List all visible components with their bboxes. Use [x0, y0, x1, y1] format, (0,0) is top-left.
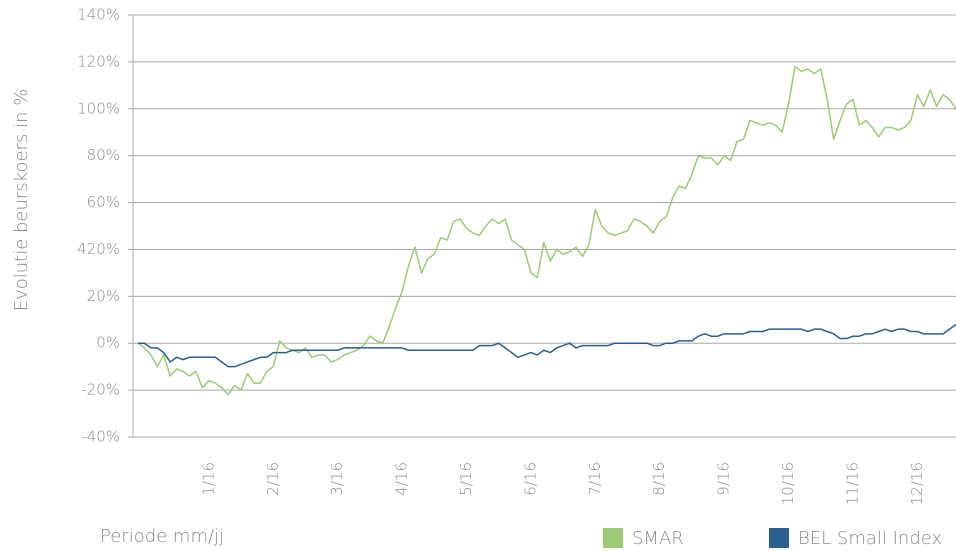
x-tick-label: 10/16: [779, 462, 797, 505]
x-tick-label: 4/16: [393, 462, 411, 496]
y-tick-label: 140%: [77, 6, 120, 24]
x-tick-label: 2/16: [264, 462, 282, 496]
x-tick-label: 9/16: [715, 462, 733, 496]
x-tick-label: 3/16: [328, 462, 346, 496]
y-tick-label: -40%: [81, 428, 120, 446]
x-tick-label: 1/16: [199, 462, 217, 496]
y-tick-label: -20%: [81, 381, 120, 399]
x-tick-label: 11/16: [843, 462, 861, 505]
y-tick-label: 100%: [77, 99, 120, 117]
x-tick-label: 5/16: [457, 462, 475, 496]
y-tick-label: 60%: [87, 193, 120, 211]
legend-label: BEL Small Index: [798, 528, 942, 549]
y-tick-label: 20%: [87, 287, 120, 305]
y-tick-label: 80%: [87, 146, 120, 164]
legend-label: SMAR: [632, 528, 684, 549]
x-tick-label: 7/16: [586, 462, 604, 496]
line-series: [138, 323, 956, 368]
x-axis-title: Periode mm/jj: [100, 526, 224, 547]
y-tick-label: 420%: [77, 240, 120, 258]
x-tick-label: 8/16: [650, 462, 668, 496]
y-tick-label: 120%: [77, 52, 120, 70]
legend-swatch: [769, 528, 789, 548]
legend-swatch: [603, 528, 623, 548]
line-series: [137, 65, 956, 396]
y-tick-label: 0%: [96, 334, 120, 352]
x-tick-label: 6/16: [521, 462, 539, 496]
y-axis-title: Evolutie beurskoers in %: [11, 89, 32, 312]
x-tick-label: 12/16: [908, 462, 926, 505]
